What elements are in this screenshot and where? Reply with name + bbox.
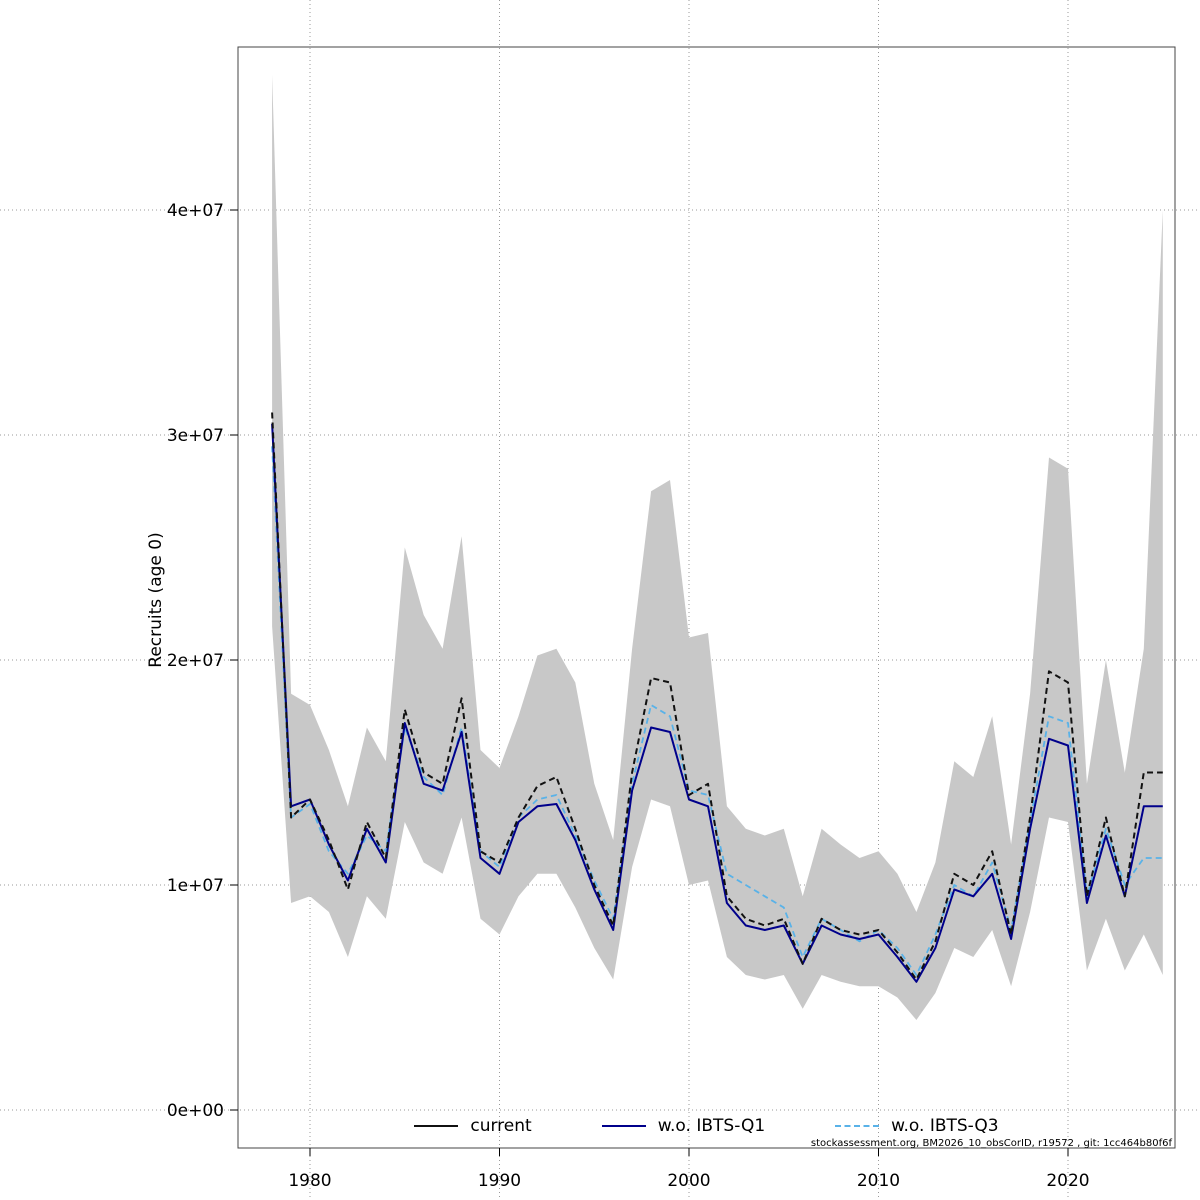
watermark-text: stockassessment.org, BM2026_10_obsCorID,… xyxy=(810,1138,1172,1149)
series-line-current xyxy=(271,412,1163,981)
y-tick-label: 2e+07 xyxy=(167,651,224,671)
legend-item-wo-ibts-q1: w.o. IBTS-Q1 xyxy=(601,1116,766,1136)
legend-item-wo-ibts-q3: w.o. IBTS-Q3 xyxy=(835,1116,999,1136)
x-tick-label: 1980 xyxy=(288,1171,331,1191)
y-axis-title: Recruits (age 0) xyxy=(146,532,166,668)
x-tick-label: 1990 xyxy=(478,1171,521,1191)
legend-line-sample-wo-ibts-q1 xyxy=(601,1125,646,1127)
x-tick-label: 2010 xyxy=(857,1171,900,1191)
y-tick-label: 4e+07 xyxy=(167,201,224,221)
legend-line-sample-wo-ibts-q3 xyxy=(835,1125,880,1127)
y-tick-label: 0e+00 xyxy=(167,1101,224,1121)
legend-label-wo-ibts-q1: w.o. IBTS-Q1 xyxy=(657,1116,766,1136)
x-tick-label: 2020 xyxy=(1046,1171,1089,1191)
legend-item-current: current xyxy=(414,1116,532,1136)
y-tick-label: 3e+07 xyxy=(167,426,224,446)
plot-border xyxy=(237,46,1176,1149)
legend-line-sample-current xyxy=(414,1125,459,1127)
x-tick-label: 2000 xyxy=(667,1171,710,1191)
y-tick-label: 1e+07 xyxy=(167,876,224,896)
legend-label-current: current xyxy=(470,1116,532,1136)
confidence-band xyxy=(272,75,1163,1020)
series-line-wo-ibts-q3 xyxy=(271,446,1163,976)
legend-label-wo-ibts-q3: w.o. IBTS-Q3 xyxy=(891,1116,999,1136)
legend: current w.o. IBTS-Q1 w.o. IBTS-Q3 xyxy=(238,1116,1175,1136)
